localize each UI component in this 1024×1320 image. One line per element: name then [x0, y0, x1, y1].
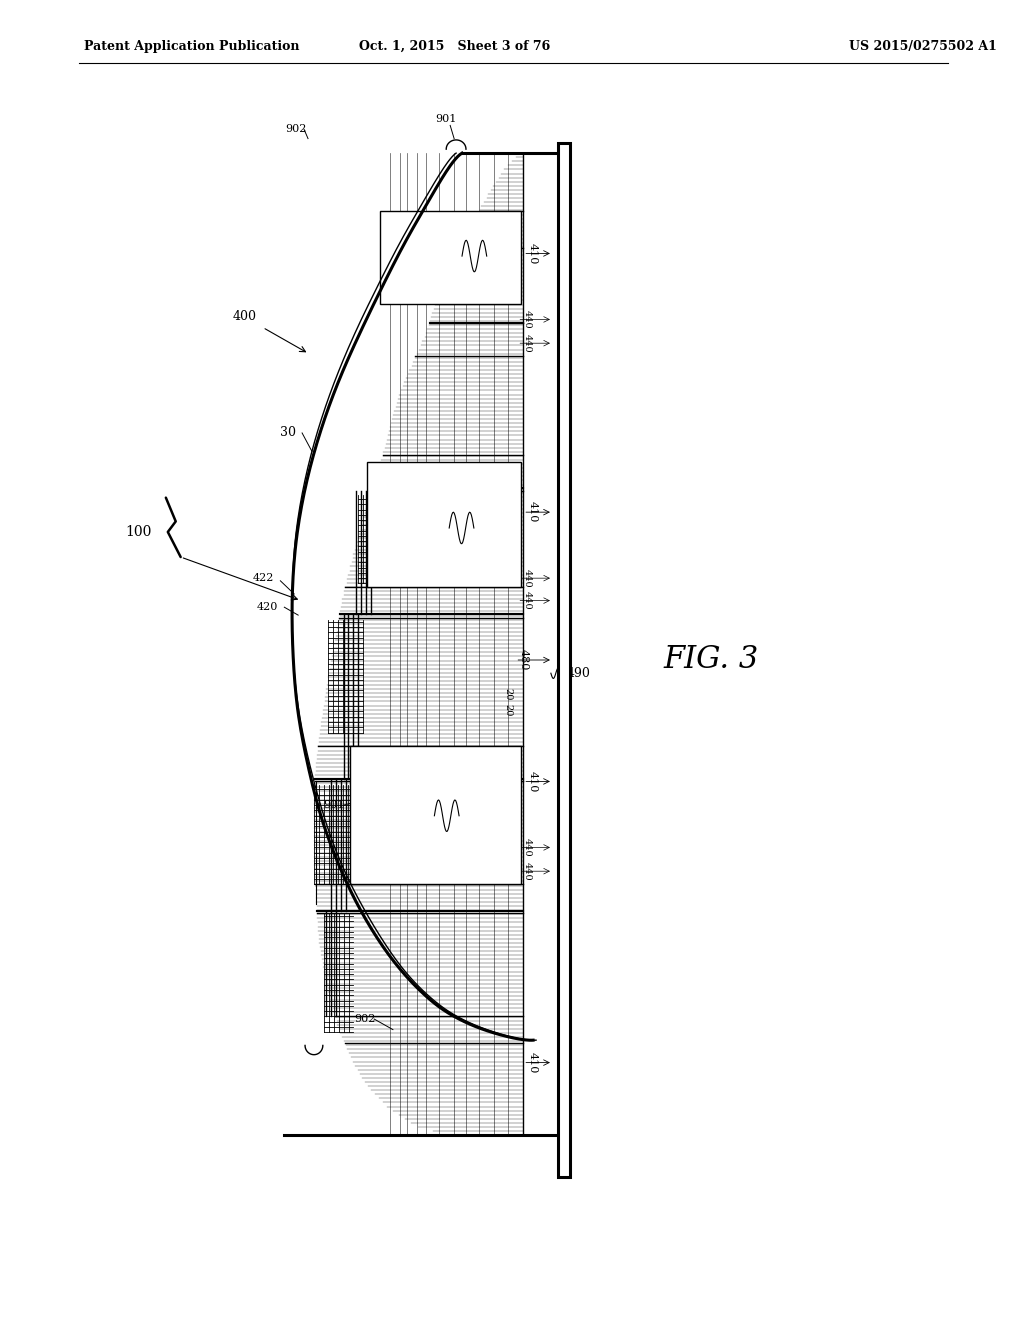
Text: FIG. 3: FIG. 3 — [664, 644, 759, 676]
Text: 450: 450 — [398, 808, 430, 824]
Text: 901: 901 — [323, 800, 344, 810]
Text: 400: 400 — [232, 310, 257, 323]
Bar — [350, 746, 521, 884]
Text: 410: 410 — [528, 1052, 538, 1073]
Text: 420: 420 — [257, 602, 279, 612]
Text: 440: 440 — [522, 591, 531, 610]
Text: 450: 450 — [426, 248, 458, 264]
Text: Oct. 1, 2015   Sheet 3 of 76: Oct. 1, 2015 Sheet 3 of 76 — [358, 40, 550, 53]
Text: 440: 440 — [522, 334, 531, 352]
Text: 20: 20 — [503, 688, 512, 701]
Text: 410: 410 — [528, 243, 538, 264]
Text: Patent Application Publication: Patent Application Publication — [84, 40, 299, 53]
Text: 20: 20 — [503, 704, 512, 717]
Text: 450: 450 — [414, 520, 445, 536]
Text: 100: 100 — [125, 525, 152, 539]
Text: 901: 901 — [435, 114, 457, 124]
Text: 902: 902 — [286, 124, 307, 135]
Text: 410: 410 — [528, 502, 538, 523]
Text: 30: 30 — [281, 426, 296, 440]
Bar — [380, 211, 521, 304]
Text: 440: 440 — [522, 310, 531, 329]
Text: 902: 902 — [354, 1014, 376, 1024]
Text: 440: 440 — [522, 569, 531, 587]
Text: US 2015/0275502 A1: US 2015/0275502 A1 — [849, 40, 997, 53]
Bar — [558, 143, 569, 1177]
Bar — [368, 462, 521, 587]
Text: 440: 440 — [522, 862, 531, 880]
Text: 410: 410 — [528, 771, 538, 792]
Text: 480: 480 — [518, 649, 528, 671]
Text: 422: 422 — [253, 573, 274, 583]
Text: 440: 440 — [522, 838, 531, 857]
Text: 490: 490 — [566, 667, 591, 680]
